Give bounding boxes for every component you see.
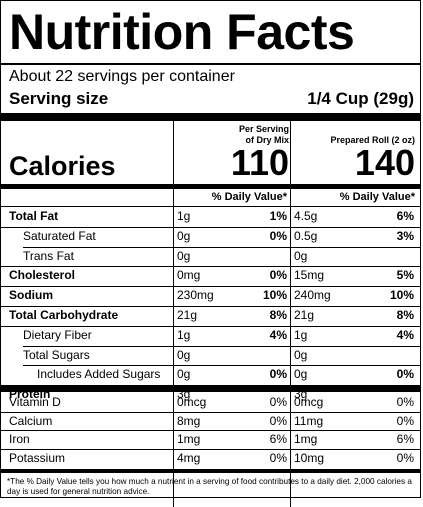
nutrient-dv-col2: 4%: [396, 327, 414, 342]
nutrient-amount-col1: 1g: [177, 209, 191, 223]
row-divider: [1, 325, 420, 327]
vitamin-amount-col2: 11mg: [294, 413, 324, 428]
nutrient-amount-col2: 0g: [294, 347, 308, 362]
vitamin-dv-col1: 6%: [269, 432, 287, 446]
nutrient-amount-col2: 0g: [294, 248, 308, 263]
servings-per-container: About 22 servings per container: [9, 68, 235, 85]
nutrient-label: Includes Added Sugars: [37, 367, 161, 382]
column-prepared-roll: [290, 121, 423, 507]
dv-header-col2: % Daily Value*: [339, 191, 415, 203]
nutrient-label: Sodium: [9, 288, 53, 303]
col1-header: Per Serving of Dry Mix: [176, 124, 289, 146]
nutrient-label: Total Sugars: [23, 347, 90, 362]
row-divider: [23, 365, 420, 367]
row-divider: [1, 385, 420, 387]
nutrient-dv-col2: 6%: [396, 209, 414, 223]
serving-size-label: Serving size: [9, 89, 109, 108]
nutrient-amount-col1: 21g: [177, 308, 198, 322]
nutrient-label: Total Fat: [9, 209, 59, 223]
calories-col2: 140: [354, 142, 415, 183]
vitamin-amount-col2: 10mg: [294, 450, 325, 465]
vitamin-dv-col1: 0%: [269, 413, 287, 428]
nutrient-amount-col1: 0g: [177, 248, 191, 263]
footnote: *The % Daily Value tells you how much a …: [7, 477, 412, 496]
nutrient-label: Saturated Fat: [23, 228, 96, 243]
nutrient-dv-col2: 3%: [396, 228, 414, 243]
nutrient-dv-col1: 0%: [269, 228, 287, 243]
vitamin-row-divider: [1, 430, 420, 431]
nutrient-dv-col2: 8%: [396, 308, 414, 322]
nutrient-amount-col2: 0.5g: [294, 228, 318, 243]
title-divider: [1, 63, 420, 65]
vitamin-amount-col1: 8mg: [177, 413, 201, 428]
calories-col1: 110: [230, 142, 289, 183]
nutrient-label: Dietary Fiber: [23, 327, 92, 342]
calories-label: Calories: [9, 151, 116, 181]
vitamin-row-divider: [1, 448, 420, 450]
vitamin-label: Iron: [9, 432, 30, 446]
nutrient-label: Cholesterol: [9, 268, 76, 283]
column-dry-mix: [173, 121, 291, 507]
nutrient-label: Trans Fat: [23, 248, 74, 263]
nutrient-amount-col1: 0mg: [177, 268, 201, 283]
vitamin-amount-col2: 1mg: [294, 432, 318, 446]
row-divider: [1, 266, 420, 268]
vitamin-dv-col2: 6%: [396, 432, 414, 446]
nutrient-amount-col1: 1g: [177, 327, 191, 342]
vitamin-amount-col2: 0mcg: [294, 395, 324, 409]
nutrient-dv-col2: 0%: [396, 367, 414, 382]
col1-header-line2: of Dry Mix: [245, 135, 289, 145]
vitamin-label: Potassium: [9, 450, 66, 465]
nutrient-amount-col1: 0g: [177, 347, 191, 362]
row-divider: [23, 246, 420, 248]
row-divider: [1, 226, 420, 228]
vitamin-dv-col2: 0%: [396, 395, 414, 409]
nutrient-amount-col2: 240mg: [294, 288, 331, 303]
col1-header-line1: Per Serving: [238, 124, 289, 134]
vitamin-label: Calcium: [9, 413, 53, 428]
nutrient-dv-col2: 5%: [396, 268, 414, 283]
nutrient-dv-col1: 8%: [269, 308, 287, 322]
calories-divider: [1, 184, 420, 189]
serving-size-value: 1/4 Cup (29g): [307, 89, 414, 108]
row-divider: [1, 306, 420, 307]
row-divider: [23, 345, 420, 347]
nutrient-amount-col2: 0g: [294, 367, 308, 382]
vitamin-label: Vitamin D: [9, 395, 61, 409]
nutrient-amount-col1: 0g: [177, 228, 191, 243]
dv-divider: [1, 206, 420, 207]
vitamin-amount-col1: 1mg: [177, 432, 201, 446]
vitamin-amount-col1: 4mg: [177, 450, 201, 465]
nutrient-amount-col2: 15mg: [294, 268, 325, 283]
nutrient-amount-col1: 0g: [177, 367, 191, 382]
nutrient-amount-col2: 4.5g: [294, 209, 318, 223]
vitamin-row-divider: [1, 411, 420, 413]
vitamin-dv-col2: 0%: [396, 413, 414, 428]
label-title: Nutrition Facts: [9, 4, 355, 60]
nutrient-amount-col2: 21g: [294, 308, 315, 322]
nutrient-dv-col1: 0%: [269, 367, 287, 382]
nutrient-dv-col1: 4%: [269, 327, 287, 342]
serving-divider: [1, 113, 420, 121]
nutrient-dv-col1: 1%: [269, 209, 287, 223]
nutrient-dv-col2: 10%: [389, 288, 414, 303]
footnote-divider: [1, 469, 420, 473]
nutrient-amount-col2: 1g: [294, 327, 308, 342]
dv-header-col1: % Daily Value*: [211, 191, 287, 203]
nutrient-label: Total Carbohydrate: [9, 308, 119, 322]
nutrient-dv-col1: 0%: [269, 268, 287, 283]
vitamin-dv-col1: 0%: [269, 395, 287, 409]
vitamin-divider: [1, 386, 420, 392]
vitamin-amount-col1: 0mcg: [177, 395, 207, 409]
col2-header: Prepared Roll (2 oz): [330, 135, 415, 145]
row-divider: [1, 286, 420, 288]
nutrient-dv-col1: 10%: [262, 288, 287, 303]
vitamin-dv-col2: 0%: [396, 450, 414, 465]
vitamin-dv-col1: 0%: [269, 450, 287, 465]
nutrient-amount-col1: 230mg: [177, 288, 214, 303]
